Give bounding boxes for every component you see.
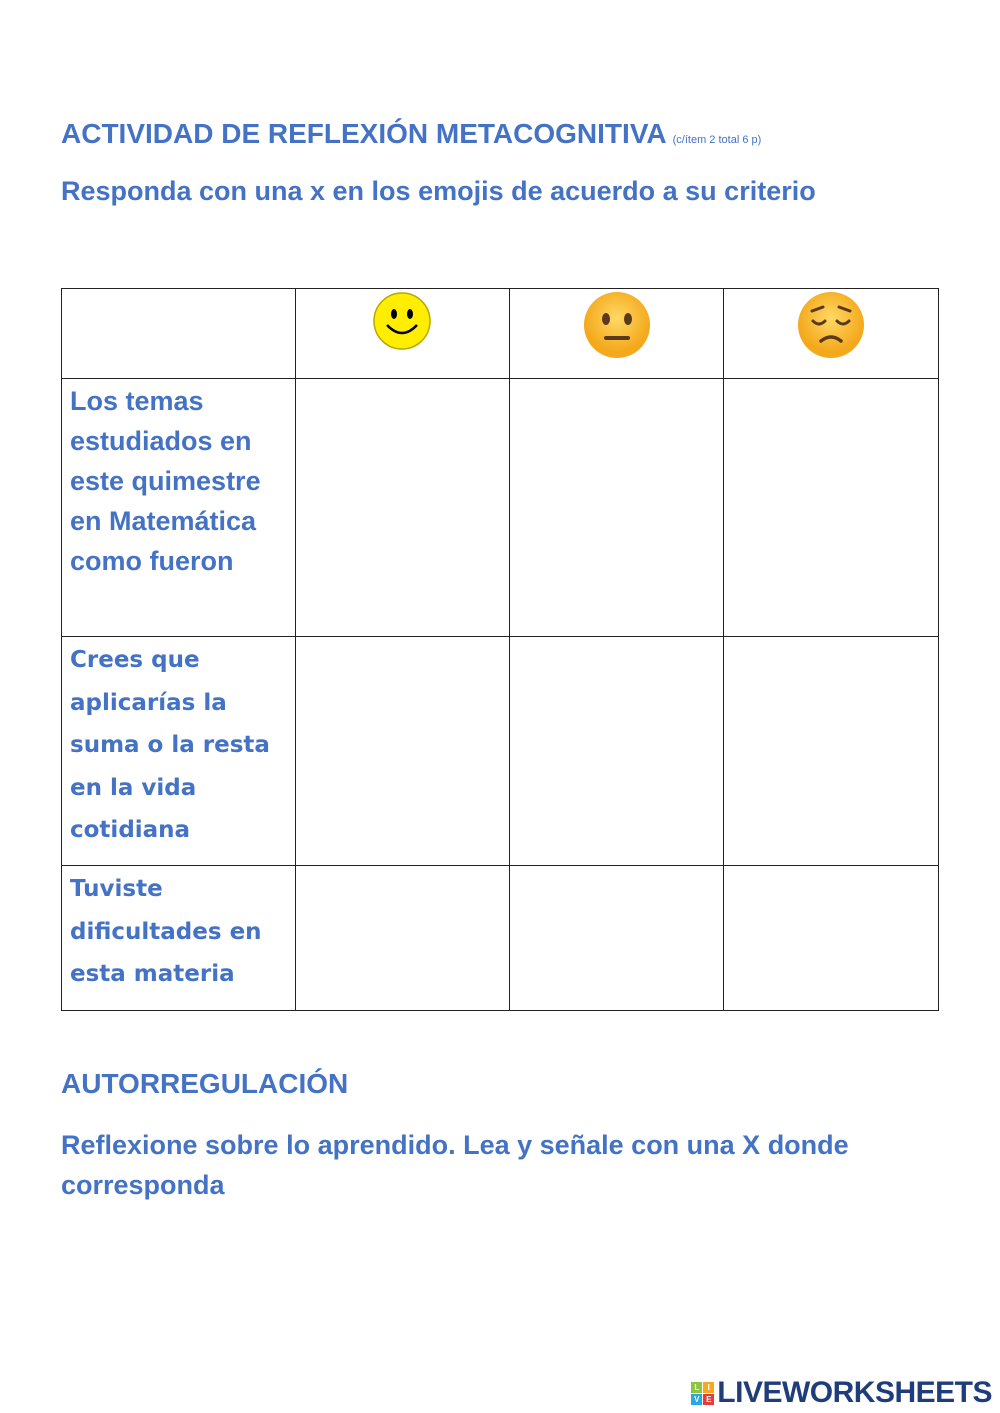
section2-title: AUTORREGULACIÓN xyxy=(61,1068,349,1099)
logo-block: I xyxy=(703,1381,715,1393)
neutral-face-icon xyxy=(583,292,650,358)
answer-cell[interactable] xyxy=(294,636,510,866)
sad-face-icon xyxy=(798,292,865,358)
answer-cell[interactable] xyxy=(508,865,725,1011)
table-row: Los temas estudiados en este quimestre e… xyxy=(61,378,939,637)
reflection-table: Los temas estudiados en este quimestre e… xyxy=(61,288,939,1011)
logo-blocks-icon: L I V E xyxy=(691,1381,715,1405)
answer-cell[interactable] xyxy=(723,636,939,866)
logo-block: L xyxy=(691,1381,703,1393)
answer-cell[interactable] xyxy=(723,865,939,1011)
answer-cell[interactable] xyxy=(508,636,725,866)
happy-cell[interactable] xyxy=(294,288,510,379)
instruction: Responda con una x en los emojis de acue… xyxy=(61,176,816,206)
table-row: Crees que aplicarías la suma o la resta … xyxy=(61,636,939,866)
answer-cell[interactable] xyxy=(723,378,939,637)
header-row xyxy=(61,288,939,379)
sad-cell[interactable] xyxy=(723,288,939,379)
answer-cell[interactable] xyxy=(294,378,510,637)
happy-face-icon xyxy=(373,292,431,350)
section2-instruction: Reflexione sobre lo aprendido. Lea y señ… xyxy=(61,1130,849,1200)
question-cell: Los temas estudiados en este quimestre e… xyxy=(61,378,296,637)
question-cell: Tuviste dificultades en esta materia xyxy=(61,865,296,1011)
liveworksheets-logo: L I V E LIVEWORKSHEETS xyxy=(691,1376,992,1410)
question-cell: Crees que aplicarías la suma o la resta … xyxy=(61,636,296,866)
page-title: ACTIVIDAD DE REFLEXIÓN METACOGNITIVA (c/í… xyxy=(61,118,761,150)
neutral-cell[interactable] xyxy=(508,288,725,379)
logo-block: V xyxy=(691,1393,703,1405)
title-text: ACTIVIDAD DE REFLEXIÓN METACOGNITIVA xyxy=(61,118,667,149)
answer-cell[interactable] xyxy=(294,865,510,1011)
logo-text: LIVEWORKSHEETS xyxy=(717,1376,992,1409)
empty-header-cell xyxy=(61,288,296,379)
title-note: (c/ítem 2 total 6 p) xyxy=(672,134,762,146)
answer-cell[interactable] xyxy=(508,378,725,637)
table-row: Tuviste dificultades en esta materia xyxy=(61,865,939,1011)
logo-block: E xyxy=(703,1393,715,1405)
